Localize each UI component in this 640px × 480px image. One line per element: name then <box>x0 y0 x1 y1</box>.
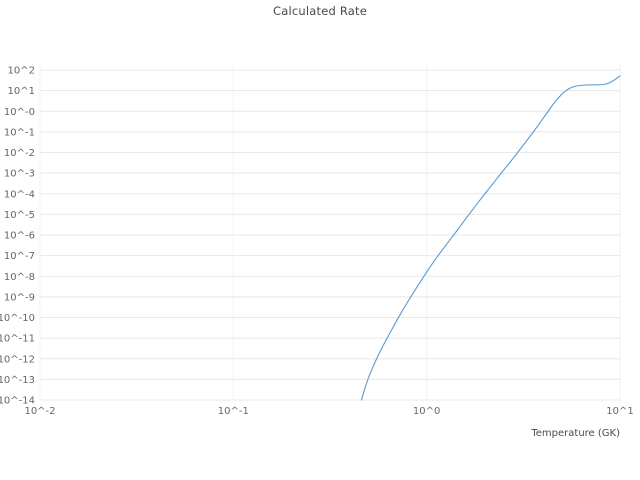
x-tick-label: 10^1 <box>606 406 633 417</box>
y-tick-label: 10^-3 <box>4 169 35 180</box>
y-tick-label: 10^-2 <box>4 148 35 159</box>
chart-title: Calculated Rate <box>272 4 368 18</box>
y-tick-label: 10^-12 <box>0 354 35 365</box>
x-tick-label: 10^-1 <box>218 406 249 417</box>
rate-curve <box>360 75 621 401</box>
y-tick-label: 10^1 <box>8 86 35 97</box>
y-tick-label: 10^-1 <box>4 127 35 138</box>
y-tick-label: 10^-0 <box>4 107 35 118</box>
y-tick-label: 10^-4 <box>4 189 35 200</box>
y-tick-label: 10^2 <box>8 66 35 77</box>
y-tick-label: 10^-14 <box>0 396 35 407</box>
y-tick-label: 10^-8 <box>4 272 35 283</box>
y-tick-label: 10^-11 <box>0 334 35 345</box>
y-tick-label: 10^-9 <box>4 292 35 303</box>
y-tick-label: 10^-5 <box>4 210 35 221</box>
x-tick-label: 10^0 <box>413 406 440 417</box>
y-tick-label: 10^-7 <box>4 251 35 262</box>
y-tick-label: 10^-6 <box>4 231 35 242</box>
x-axis-title: Temperature (GK) <box>530 428 620 439</box>
y-tick-label: 10^-10 <box>0 313 35 324</box>
y-tick-label: 10^-13 <box>0 375 35 386</box>
x-tick-label: 10^-2 <box>24 406 55 417</box>
